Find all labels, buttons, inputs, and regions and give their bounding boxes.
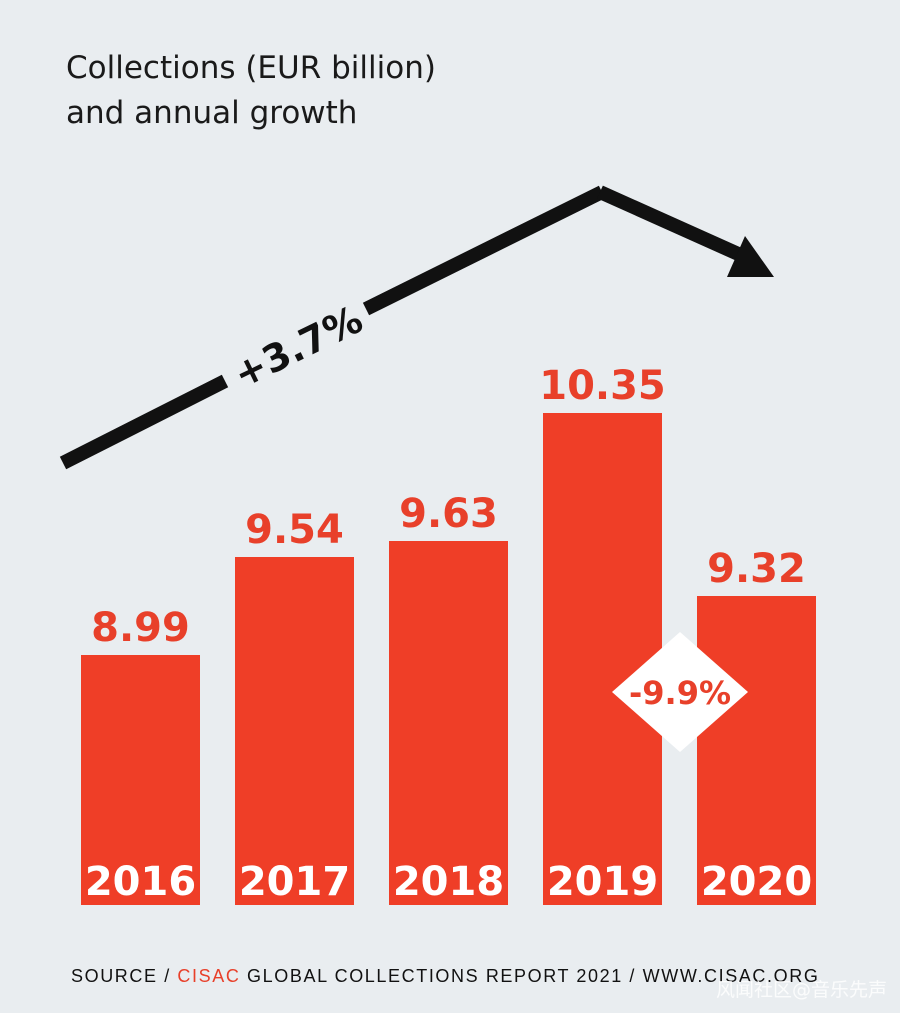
year-label-2017: 2017: [239, 859, 350, 905]
value-label-2020: 9.32: [707, 546, 806, 592]
value-label-2016: 8.99: [91, 605, 190, 651]
chart-title-line-2: and annual growth: [66, 95, 357, 131]
growth-annotation: +3.7%: [227, 297, 370, 397]
year-label-2016: 2016: [85, 859, 196, 905]
source-brand: CISAC: [177, 966, 240, 986]
value-label-2017: 9.54: [245, 507, 344, 553]
growth-arrow-segment-upper: [366, 192, 602, 309]
value-label-2019: 10.35: [539, 363, 666, 409]
source-note: SOURCE / CISAC GLOBAL COLLECTIONS REPORT…: [71, 966, 819, 986]
chart-title-line-1: Collections (EUR billion): [66, 50, 436, 86]
year-label-2020: 2020: [701, 859, 812, 905]
decline-arrow-shaft: [600, 192, 745, 257]
watermark: 风闻社区@音乐先声: [716, 979, 887, 1001]
growth-arrow-segment-lower: [63, 381, 225, 463]
decline-annotation: -9.9%: [629, 674, 731, 712]
source-prefix: SOURCE /: [71, 966, 177, 986]
bar-2018: [389, 541, 508, 905]
value-label-2018: 9.63: [399, 491, 498, 537]
year-label-2018: 2018: [393, 859, 504, 905]
growth-arrow: [63, 192, 774, 463]
bars-group: 8.99 2016 9.54 2017 9.63 2018 10.35 2019 9.32 202…: [81, 363, 816, 905]
year-label-2019: 2019: [547, 859, 658, 905]
bar-2017: [235, 557, 354, 905]
bar-2019: [543, 413, 662, 905]
collections-chart: Collections (EUR billion) and annual gro…: [0, 0, 900, 1013]
